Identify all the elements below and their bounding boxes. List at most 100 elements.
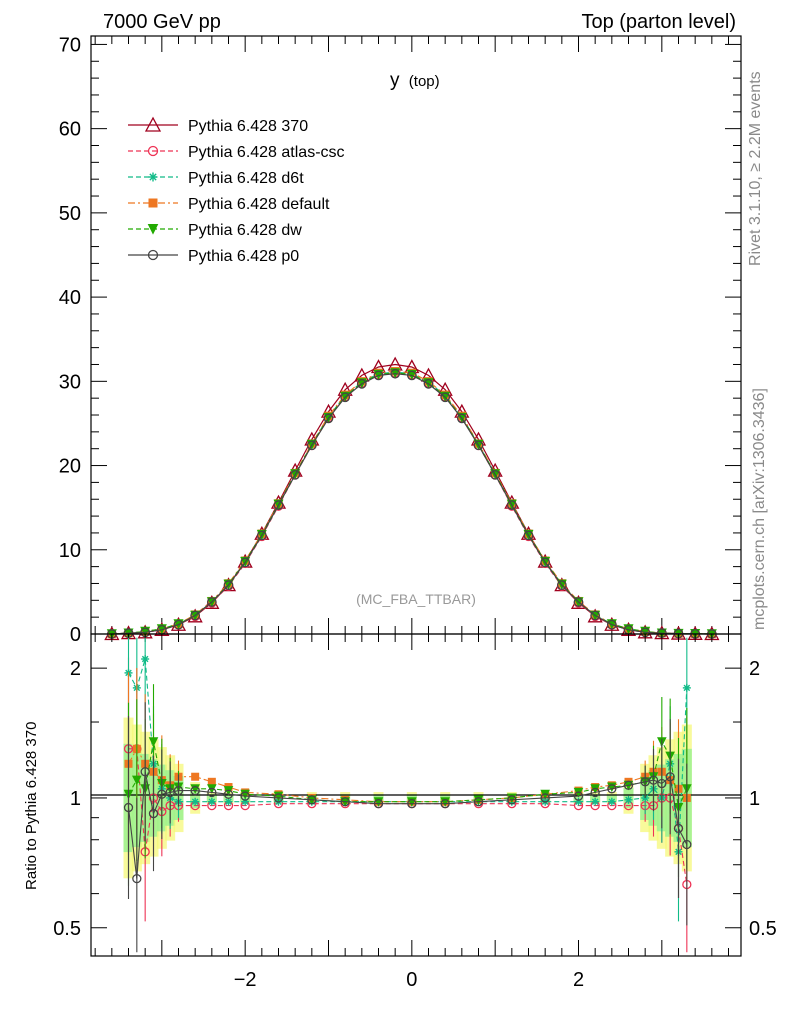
- data-point: [323, 413, 334, 424]
- data-point: [473, 440, 484, 451]
- ratio-data-point: [624, 795, 633, 804]
- ratio-data-point: [224, 797, 233, 806]
- ratio-data-point: [591, 797, 600, 806]
- ratio-data-point: [223, 789, 234, 799]
- ratio-data-point: [191, 772, 200, 781]
- ratio-data-point: [673, 823, 684, 834]
- ratio-data-point: [140, 767, 150, 777]
- ratio-series-line: [128, 658, 688, 852]
- legend-marker: [148, 198, 158, 208]
- data-point: [290, 469, 301, 480]
- legend-item: Pythia 6.428 atlas-csc: [128, 144, 345, 161]
- ratio-data-point: [307, 795, 317, 805]
- ratio-data-point: [148, 808, 159, 819]
- ratio-y-tick-label: 0.5: [53, 918, 81, 940]
- ratio-data-point: [682, 839, 692, 850]
- ratio-data-point: [273, 793, 284, 803]
- ratio-data-point: [132, 873, 142, 884]
- ratio-data-point: [665, 772, 675, 782]
- plot-title-main: y: [390, 70, 400, 91]
- legend-item: Pythia 6.428 d6t: [128, 170, 304, 187]
- data-point: [190, 610, 201, 621]
- legend-item: Pythia 6.428 default: [128, 196, 330, 213]
- x-tick-label: 0: [406, 969, 417, 991]
- ratio-series-line: [128, 748, 688, 885]
- data-point: [356, 379, 367, 389]
- ratio-data-point: [207, 777, 216, 786]
- main-y-axis: 0 10 20 30 40 50 60 70: [59, 34, 741, 646]
- y-tick-label: 20: [59, 456, 81, 478]
- legend-item: Pythia 6.428 370: [128, 116, 308, 135]
- ratio-data-point: [640, 777, 650, 787]
- legend-label: Pythia 6.428 atlas-csc: [188, 144, 345, 161]
- data-point: [573, 597, 584, 607]
- ratio-data-point: [165, 787, 175, 798]
- ratio-data-point: [191, 797, 200, 806]
- y-tick-label: 40: [59, 287, 81, 309]
- ratio-y-axis: 0.5 0.5 1 1 2 2: [53, 658, 777, 940]
- ratio-x-axis: −2 0 2: [94, 634, 729, 991]
- legend-marker: [148, 172, 158, 182]
- ratio-data-point: [682, 683, 691, 692]
- mcplots-reference-text: mcplots.cern.ch [arXiv:1306.3436]: [751, 388, 768, 630]
- data-point: [306, 440, 317, 451]
- ratio-data-point: [240, 791, 250, 801]
- data-point: [440, 391, 451, 402]
- plot-title: y (top): [390, 70, 440, 91]
- y-tick-label: 50: [59, 203, 81, 225]
- legend-label: Pythia 6.428 370: [188, 118, 308, 135]
- y-tick-label: 60: [59, 119, 81, 141]
- legend-marker: [144, 116, 162, 132]
- legend-label: Pythia 6.428 p0: [188, 248, 299, 265]
- data-point: [390, 368, 401, 379]
- x-tick-label: −2: [234, 969, 257, 991]
- ratio-data-point: [373, 799, 384, 809]
- ratio-data-point: [207, 787, 217, 798]
- ratio-y-tick-label: 1: [70, 788, 81, 810]
- data-point: [506, 500, 517, 510]
- ratio-data-point: [173, 785, 184, 796]
- main-series-group: [104, 356, 720, 641]
- y-tick-label: 0: [70, 624, 81, 646]
- ratio-data-point: [607, 784, 617, 794]
- data-point: [456, 413, 467, 424]
- ratio-series-line: [127, 771, 688, 879]
- data-point: [440, 392, 451, 403]
- data-point: [490, 469, 501, 480]
- data-point: [223, 580, 234, 590]
- ratio-y-tick-label-right: 2: [749, 658, 760, 680]
- data-point: [273, 500, 284, 510]
- ratio-plot-panel: 0.5 0.5 1 1 2 2 −2 0 2 Ratio to Pythia 6.428 37…: [23, 633, 777, 991]
- ratio-data-point: [607, 797, 616, 806]
- legend-item: Pythia 6.428 dw: [128, 222, 302, 239]
- ratio-data-point: [207, 797, 216, 806]
- legend-marker: [147, 145, 159, 157]
- plot-title-sub: (top): [409, 73, 440, 90]
- data-point: [523, 530, 534, 541]
- ratio-y-tick-label-right: 0.5: [749, 918, 777, 940]
- data-point: [173, 619, 184, 630]
- data-point: [256, 530, 267, 541]
- series-line: [111, 373, 712, 635]
- ratio-data-point: [657, 778, 667, 789]
- ratio-data-point: [190, 785, 200, 796]
- data-point: [206, 597, 217, 607]
- ratio-data-point: [590, 787, 600, 798]
- y-tick-label: 30: [59, 371, 81, 393]
- ratio-data-point: [157, 789, 167, 799]
- data-point: [606, 619, 617, 630]
- ratio-y-tick-label: 2: [70, 658, 81, 680]
- legend-marker: [147, 224, 159, 235]
- data-point: [390, 368, 401, 379]
- ratio-series-group: [123, 637, 692, 953]
- rivet-version-text: Rivet 3.1.10, ≥ 2.2M events: [747, 71, 764, 266]
- ratio-y-tick-label-right: 1: [749, 788, 760, 810]
- ratio-data-point: [407, 799, 417, 809]
- ratio-y-axis-label: Ratio to Pythia 6.428 370: [23, 722, 40, 890]
- data-point: [556, 580, 567, 590]
- ratio-data-point: [473, 797, 484, 807]
- analysis-watermark: (MC_FBA_TTBAR): [356, 591, 476, 607]
- legend-label: Pythia 6.428 d6t: [188, 170, 304, 187]
- main-plot-panel: 0 10 20 30 40 50 60 70 y (top) (MC_FBA_TTBAR) P…: [59, 34, 742, 646]
- ratio-data-point: [507, 795, 517, 805]
